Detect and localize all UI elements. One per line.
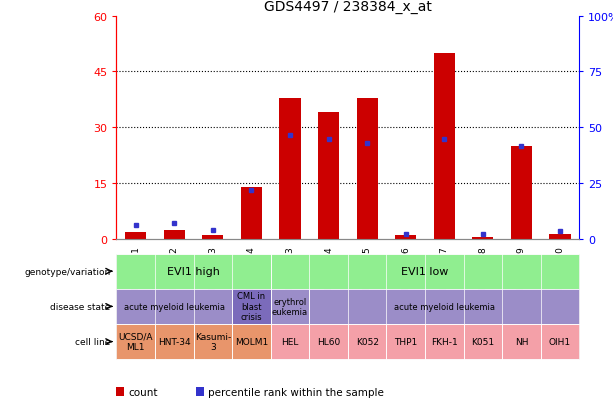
Text: UCSD/A
ML1: UCSD/A ML1 [118,332,153,351]
Text: HNT-34: HNT-34 [158,337,191,346]
Text: NH: NH [515,337,528,346]
Text: cell line: cell line [75,337,110,346]
Text: acute myeloid leukemia: acute myeloid leukemia [124,302,225,311]
Bar [202,235,224,240]
Text: disease state: disease state [50,302,110,311]
Bar [511,147,532,240]
Text: EVI1 low: EVI1 low [402,266,449,277]
Bar [472,238,493,240]
Bar [357,98,378,240]
Text: FKH-1: FKH-1 [431,337,458,346]
Text: MOLM1: MOLM1 [235,337,268,346]
Bar [280,98,300,240]
Text: count: count [129,387,158,397]
Text: Kasumi-
3: Kasumi- 3 [195,332,231,351]
Text: EVI1 high: EVI1 high [167,266,220,277]
Text: HEL: HEL [281,337,299,346]
Bar [549,234,571,240]
Bar [125,232,147,240]
Text: acute myeloid leukemia: acute myeloid leukemia [394,302,495,311]
Title: GDS4497 / 238384_x_at: GDS4497 / 238384_x_at [264,0,432,14]
Text: THP1: THP1 [394,337,417,346]
Text: percentile rank within the sample: percentile rank within the sample [208,387,384,397]
Bar [241,188,262,240]
Text: HL60: HL60 [317,337,340,346]
Bar [395,236,416,240]
Bar [164,230,185,240]
Text: OIH1: OIH1 [549,337,571,346]
Text: erythrol
eukemia: erythrol eukemia [272,297,308,316]
Text: CML in
blast
crisis: CML in blast crisis [237,292,265,321]
Bar [318,113,339,240]
Text: K051: K051 [471,337,495,346]
Text: genotype/variation: genotype/variation [24,267,110,276]
Bar [433,54,455,240]
Text: K052: K052 [356,337,379,346]
